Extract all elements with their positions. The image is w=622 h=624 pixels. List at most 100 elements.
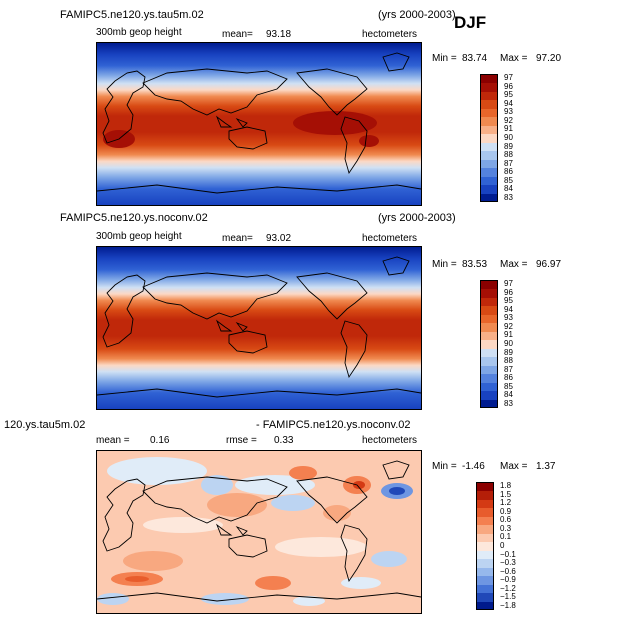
panel2-colorbar-swatch: [480, 322, 498, 332]
panel2-colorbar-tick-label: 87: [504, 364, 513, 374]
panel3-colorbar-swatch: [476, 558, 494, 568]
panel1-colorbar-swatch: [480, 74, 498, 84]
panel1-colorbar-tick-label: 85: [504, 175, 513, 185]
panel1-max-label: Max =: [500, 53, 528, 64]
panel1-colorbar-tick-label: 90: [504, 133, 513, 142]
panel1-colorbar-swatch: [480, 159, 498, 169]
panel1-colorbar-tick-label: 97: [504, 73, 513, 83]
panel1-colorbar-tick-label: 91: [504, 124, 513, 134]
panel3-colorbar-swatch: [476, 567, 494, 577]
panel3-colorbar-tick-label: −1.5: [500, 592, 516, 602]
panel3-anomaly-patches: [97, 457, 413, 606]
panel2-colorbar-tick-label: 97: [504, 279, 513, 289]
panel3-colorbar-swatch: [476, 507, 494, 517]
panel3-colorbar-swatch: [476, 584, 494, 594]
panel2-colorbar-tick-label: 92: [504, 321, 513, 331]
panel3-colorbar-tick-label: 1.2: [500, 498, 512, 508]
panel2-colorbar-swatch: [480, 356, 498, 366]
panel1-colorbar-frame: [480, 74, 498, 202]
panel1-colorbar-tick-label: 87: [504, 158, 513, 168]
panel3-colorbar-tick-label: 0: [500, 541, 505, 550]
panel3-colorbar-tick-label: −1.8: [500, 600, 516, 610]
panel2-colorbar-tick-label: 86: [504, 373, 513, 383]
panel1-max-value: 97.20: [536, 53, 562, 64]
panel3-colorbar-frame: [476, 482, 494, 610]
panel2-min-label: Min =: [432, 259, 457, 270]
panel1-colorbar-tick-label: 94: [504, 98, 513, 108]
panel2-colorbar-swatch: [480, 390, 498, 400]
panel3-colorbar-tick-label: −0.1: [500, 549, 516, 559]
panel2-mean-label: mean=: [222, 233, 253, 244]
panel3-colorbar-tick-label: −0.6: [500, 566, 516, 576]
panel1-colorbar-swatch: [480, 193, 498, 203]
panel3-colorbar-tick-label: 0.6: [500, 515, 512, 525]
panel2-colorbar-tick-label: 84: [504, 390, 513, 400]
panel2-field: 300mb geop height: [96, 231, 182, 242]
panel3-colorbar-swatch: [476, 533, 494, 543]
panel2-coastlines: [97, 256, 421, 398]
panel2-colorbar-tick-label: 91: [504, 330, 513, 340]
panel2-colorbar-swatch: [480, 399, 498, 409]
panel2-colorbar-swatch: [480, 280, 498, 290]
panel3-colorbar-swatch: [476, 524, 494, 534]
panel2-map: [96, 246, 422, 410]
season-label: DJF: [454, 13, 487, 32]
panel2-colorbar: 97 96 95 94 93 92 91 90 89 88 87 86 85 84 83: [480, 280, 513, 409]
panel3-min-label: Min =: [432, 461, 457, 472]
panel3-rmse-label: rmse =: [226, 435, 257, 446]
panel1-colorbar-tick-label: 86: [504, 167, 513, 177]
panel1-colorbar-swatch: [480, 167, 498, 177]
panel1-colorbar: 97 96 95 94 93 92 91 90 89 88 87 86 85 84 83: [480, 74, 513, 203]
panel2-colorbar-tick-label: 83: [504, 398, 513, 408]
panel1-colorbar-tick-label: 93: [504, 107, 513, 117]
panel2-colorbar-frame: [480, 280, 498, 408]
panel3-case-left: 120.ys.tau5m.02: [4, 419, 86, 431]
panel1-colorbar-tick-label: 96: [504, 81, 513, 91]
panel1-colorbar-swatch: [480, 116, 498, 126]
panel2-colorbar-swatch: [480, 297, 498, 307]
panel1-colorbar-swatch: [480, 133, 498, 143]
panel1-colorbar-swatch: [480, 150, 498, 160]
panel1-mean-label: mean=: [222, 29, 253, 40]
panel3-mean-label: mean =: [96, 435, 130, 446]
panel3-colorbar-tick-label: 0.9: [500, 506, 512, 516]
panel2-max-label: Max =: [500, 259, 528, 270]
panel3-colorbar-swatch: [476, 601, 494, 611]
panel3-colorbar-swatch: [476, 575, 494, 585]
panel3-colorbar-tick-label: −0.9: [500, 575, 516, 585]
panel1-high-samerica: [359, 135, 379, 147]
panel3-colorbar-tick-label: −1.2: [500, 583, 516, 593]
panel1-colorbar-swatch: [480, 142, 498, 152]
panel3-coastlines: [97, 460, 421, 602]
panel1-colorbar-tick-label: 83: [504, 192, 513, 202]
panel3-colorbar-swatch: [476, 541, 494, 551]
panel3-case-right: - FAMIPC5.ne120.ys.noconv.02: [256, 419, 411, 431]
panel3-colorbar-swatch: [476, 516, 494, 526]
panel2-colorbar-swatch: [480, 382, 498, 392]
panel1-colorbar-tick-label: 89: [504, 141, 513, 151]
panel3-rmse-value: 0.33: [274, 435, 294, 446]
panel2-colorbar-swatch: [480, 365, 498, 375]
panel1-field: 300mb geop height: [96, 27, 182, 38]
panel2-field-fill: [97, 247, 421, 409]
panel2-colorbar-swatch: [480, 288, 498, 298]
panel3-colorbar-tick-label: −0.3: [500, 558, 516, 568]
panel3-max-value: 1.37: [536, 461, 556, 472]
panel2-colorbar-tick-label: 94: [504, 304, 513, 314]
panel1-colorbar-swatch: [480, 176, 498, 186]
panel1-min-label: Min =: [432, 53, 457, 64]
panel3-colorbar-tick-label: 1.8: [500, 481, 512, 491]
panel2-colorbar-swatch: [480, 339, 498, 349]
panel2-min-value: 83.53: [462, 259, 488, 270]
panel1-coastlines: [97, 52, 421, 194]
panel1-map: [96, 42, 422, 206]
panel2-units: hectometers: [362, 233, 418, 244]
panel1-case-title: FAMIPC5.ne120.ys.tau5m.02: [60, 9, 204, 21]
panel2-colorbar-tick-label: 88: [504, 356, 513, 366]
panel3-min-value: -1.46: [462, 461, 485, 472]
panel1-units: hectometers: [362, 29, 418, 40]
panel3-colorbar: 1.8 1.5 1.2 0.9 0.6 0.3 0.1 0 −0.1 −0.3 −0.6 −0.9 −1…: [476, 482, 516, 611]
panel3-max-label: Max =: [500, 461, 528, 472]
panel2-years: (yrs 2000-2003): [378, 212, 456, 224]
panel2-colorbar-tick-label: 85: [504, 381, 513, 391]
